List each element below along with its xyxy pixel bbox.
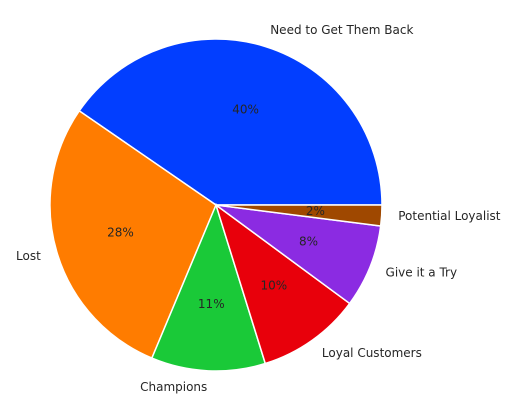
slice-label: Give it a Try bbox=[386, 265, 458, 279]
slice-label: Need to Get Them Back bbox=[270, 23, 413, 37]
percent-label: 8% bbox=[299, 235, 318, 249]
slice-label: Potential Loyalist bbox=[398, 209, 501, 223]
percent-label: 40% bbox=[232, 102, 259, 116]
percent-label: 2% bbox=[306, 204, 325, 218]
pie-slice bbox=[150, 202, 267, 372]
percent-label: 28% bbox=[107, 226, 134, 240]
slice-label: Loyal Customers bbox=[322, 346, 422, 360]
slice-label: Lost bbox=[16, 249, 41, 263]
pie-slice bbox=[78, 38, 383, 206]
slice-label: Champions bbox=[140, 380, 207, 394]
pie-slice bbox=[215, 204, 383, 227]
pie-slice bbox=[49, 109, 217, 360]
pie-slice bbox=[214, 203, 351, 365]
percent-label: 10% bbox=[260, 279, 287, 293]
percent-label: 11% bbox=[198, 297, 225, 311]
